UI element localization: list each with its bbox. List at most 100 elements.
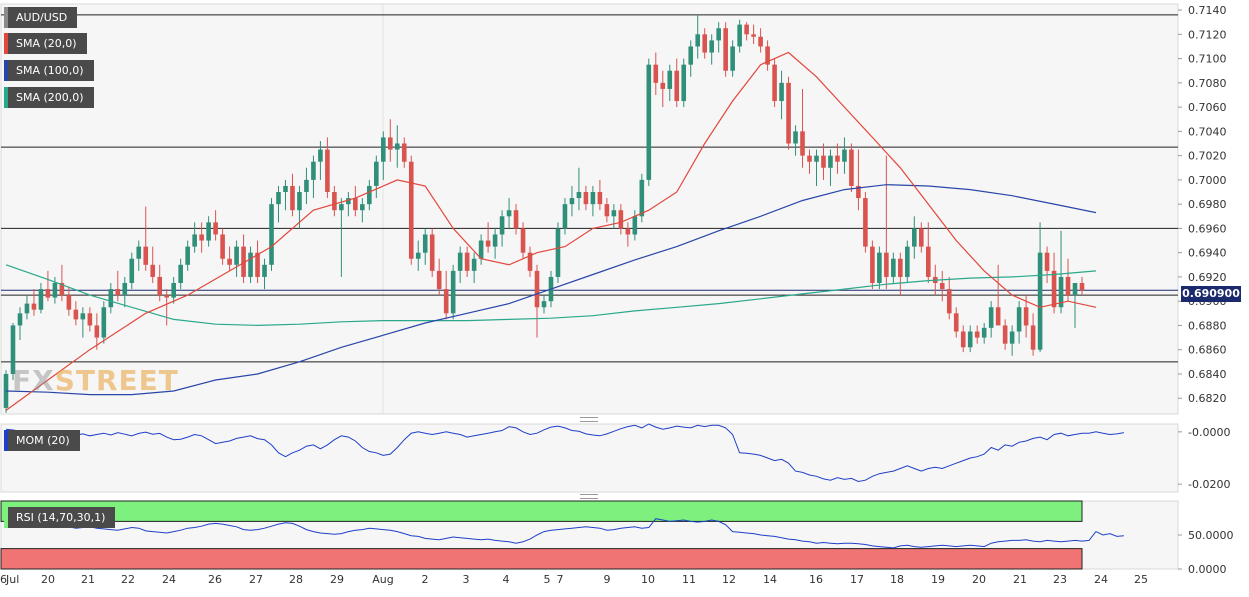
candle-body — [136, 246, 142, 259]
symbol-legend[interactable]: AUD/USD — [4, 7, 78, 28]
candle — [150, 246, 156, 283]
sma20-legend[interactable]: SMA (20,0) — [4, 33, 87, 54]
sma20-line — [5, 51, 1097, 411]
candle-body — [520, 228, 526, 253]
candle-body — [513, 210, 519, 229]
candle — [583, 185, 589, 211]
candle — [353, 185, 358, 217]
candle-body — [457, 252, 463, 271]
rsi-overbought-band — [0, 500, 1083, 522]
y-tick-label: 0.7040 — [1188, 125, 1227, 138]
panel-splitter-handle[interactable] — [580, 417, 598, 422]
candle — [800, 88, 805, 168]
candle — [17, 307, 23, 341]
sma200-legend[interactable]: SMA (200,0) — [4, 87, 94, 108]
candle-body — [394, 143, 400, 150]
candle — [164, 289, 170, 326]
candle — [730, 40, 735, 77]
candle-body — [569, 198, 575, 205]
x-tick-label: 21 — [81, 573, 95, 586]
candle — [276, 185, 281, 223]
candle — [1016, 301, 1022, 344]
mom-legend[interactable]: MOM (20) — [4, 430, 80, 451]
y-tick-label: 0.7120 — [1188, 28, 1227, 41]
candle-body — [353, 198, 358, 211]
x-tick-label: 26 — [208, 573, 222, 586]
candle-body — [960, 331, 966, 348]
candle-body — [660, 82, 666, 89]
candle-body — [1037, 252, 1043, 350]
candle-body — [129, 258, 135, 283]
candle-body — [1002, 325, 1008, 344]
candle-body — [429, 234, 435, 271]
candle — [59, 264, 65, 302]
candle — [436, 258, 442, 296]
candle — [995, 264, 1001, 326]
x-tick-label: 3 — [463, 573, 470, 586]
x-tick-label: 5 — [544, 573, 551, 586]
rsi-panel — [0, 500, 1124, 570]
candle — [297, 185, 302, 229]
candle-body — [856, 185, 861, 199]
candle — [751, 24, 756, 45]
candle — [213, 210, 218, 241]
candle-body — [290, 185, 295, 211]
candle — [1072, 282, 1078, 328]
candle — [590, 185, 596, 217]
candle — [988, 301, 994, 338]
candle-body — [576, 192, 582, 199]
candle — [101, 301, 107, 344]
x-tick-label: 23 — [1053, 573, 1067, 586]
candle-body — [793, 131, 798, 144]
y-tick-label: 0.6920 — [1188, 271, 1227, 284]
candle — [122, 276, 128, 308]
y-tick-label: 0.6940 — [1188, 247, 1227, 260]
candle — [814, 149, 819, 186]
candle — [339, 198, 344, 277]
candle-body — [765, 46, 770, 65]
candle-body — [681, 64, 687, 102]
candle-body — [24, 303, 30, 314]
candle — [520, 222, 526, 259]
candle — [744, 22, 749, 41]
candle — [758, 28, 763, 53]
momentum-panel — [5, 423, 1124, 483]
y-tick-label: 0.7060 — [1188, 101, 1227, 114]
candle — [450, 264, 456, 320]
candle — [534, 264, 540, 338]
x-tick-label: 28 — [289, 573, 303, 586]
candle — [178, 258, 183, 290]
candle-body — [918, 228, 924, 247]
candle-body — [325, 149, 330, 193]
rsi-legend[interactable]: RSI (14,70,30,1) — [4, 507, 116, 528]
sma100-legend[interactable]: SMA (100,0) — [4, 60, 94, 81]
panel-splitter-handle[interactable] — [580, 494, 598, 499]
candle-body — [953, 313, 959, 332]
candle — [918, 222, 924, 253]
candle — [380, 131, 386, 180]
y-tick-label: -0.0000 — [1188, 426, 1230, 439]
candle — [1051, 252, 1057, 314]
candle — [220, 228, 225, 265]
candle-body — [374, 161, 379, 186]
candle — [31, 289, 37, 316]
candle — [870, 240, 875, 290]
candle — [269, 198, 274, 271]
candle — [52, 276, 58, 304]
y-tick-label: -0.0200 — [1188, 478, 1230, 491]
candle — [604, 198, 610, 223]
candle-body — [332, 192, 337, 211]
candle — [912, 216, 917, 259]
candle — [10, 323, 16, 381]
candle-body — [367, 185, 372, 205]
candle-body — [800, 131, 805, 156]
candle-body — [618, 210, 624, 229]
candle — [185, 240, 190, 271]
candle — [849, 143, 854, 193]
candle-body — [1016, 307, 1022, 332]
candle — [206, 216, 211, 247]
candle — [716, 22, 721, 53]
y-tick-label: 0.6840 — [1188, 368, 1227, 381]
x-tick-label: 20 — [972, 573, 986, 586]
candle-body — [695, 34, 701, 47]
